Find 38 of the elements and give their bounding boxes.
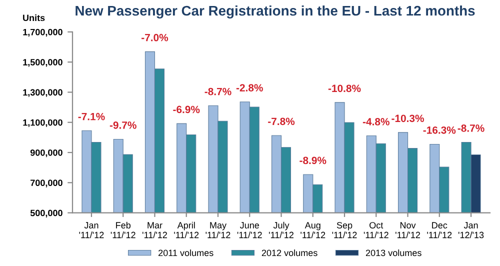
y-axis-title: Units bbox=[23, 14, 45, 22]
y-tick-label: 900,000 bbox=[30, 149, 62, 158]
annotation: -6.9% bbox=[173, 106, 200, 114]
x-tick-label: Nov '11/'12 bbox=[396, 222, 420, 238]
annotation: -8.7% bbox=[458, 124, 484, 132]
x-tick-label: May '11/'12 bbox=[206, 222, 230, 238]
legend-label: 2012 volumes bbox=[262, 249, 318, 256]
x-tick-label: July '11/'12 bbox=[269, 222, 294, 238]
annotation: -2.8% bbox=[236, 84, 263, 92]
y-tick-label: 1,700,000 bbox=[23, 28, 62, 37]
annotation: -16.3% bbox=[423, 126, 456, 134]
annotation: -9.7% bbox=[110, 121, 136, 129]
y-tick-label: 500,000 bbox=[30, 210, 62, 218]
y-tick-label: 1,100,000 bbox=[23, 119, 62, 128]
y-tick-label: 1,300,000 bbox=[23, 89, 62, 97]
y-tick-label: 700,000 bbox=[30, 180, 62, 188]
x-tick-label: April '11/'12 bbox=[174, 222, 199, 238]
legend-label: 2013 volumes bbox=[366, 249, 422, 256]
annotation: -10.3% bbox=[392, 114, 424, 122]
x-tick-label: Mar '11/'12 bbox=[142, 222, 167, 238]
y-tick-label: 1,500,000 bbox=[23, 59, 62, 67]
legend-label: 2011 volumes bbox=[158, 249, 214, 256]
x-tick-label: Jan '11/'12 bbox=[79, 222, 104, 238]
x-tick-label: Feb '11/'12 bbox=[110, 222, 136, 238]
annotation: -7.0% bbox=[142, 34, 168, 42]
x-tick-label: Oct '11/'12 bbox=[364, 222, 388, 238]
x-tick-label: Sep '11/'12 bbox=[332, 222, 357, 238]
x-tick-label: Dec '11/'12 bbox=[427, 222, 452, 238]
annotation: -7.1% bbox=[78, 112, 105, 120]
annotation: -8.7% bbox=[204, 88, 232, 96]
annotation: -7.8% bbox=[268, 118, 295, 126]
chart-title: New Passenger Car Registrations in the EU - Last 12 months bbox=[76, 5, 475, 18]
annotation: -10.8% bbox=[328, 84, 361, 92]
annotation: -4.8% bbox=[362, 118, 390, 126]
x-tick-label: Jan '12/'13 bbox=[458, 222, 484, 238]
annotation: -8.9% bbox=[300, 156, 326, 164]
x-tick-label: Aug '11/'12 bbox=[300, 222, 326, 238]
x-tick-label: June '11/'12 bbox=[237, 222, 262, 238]
